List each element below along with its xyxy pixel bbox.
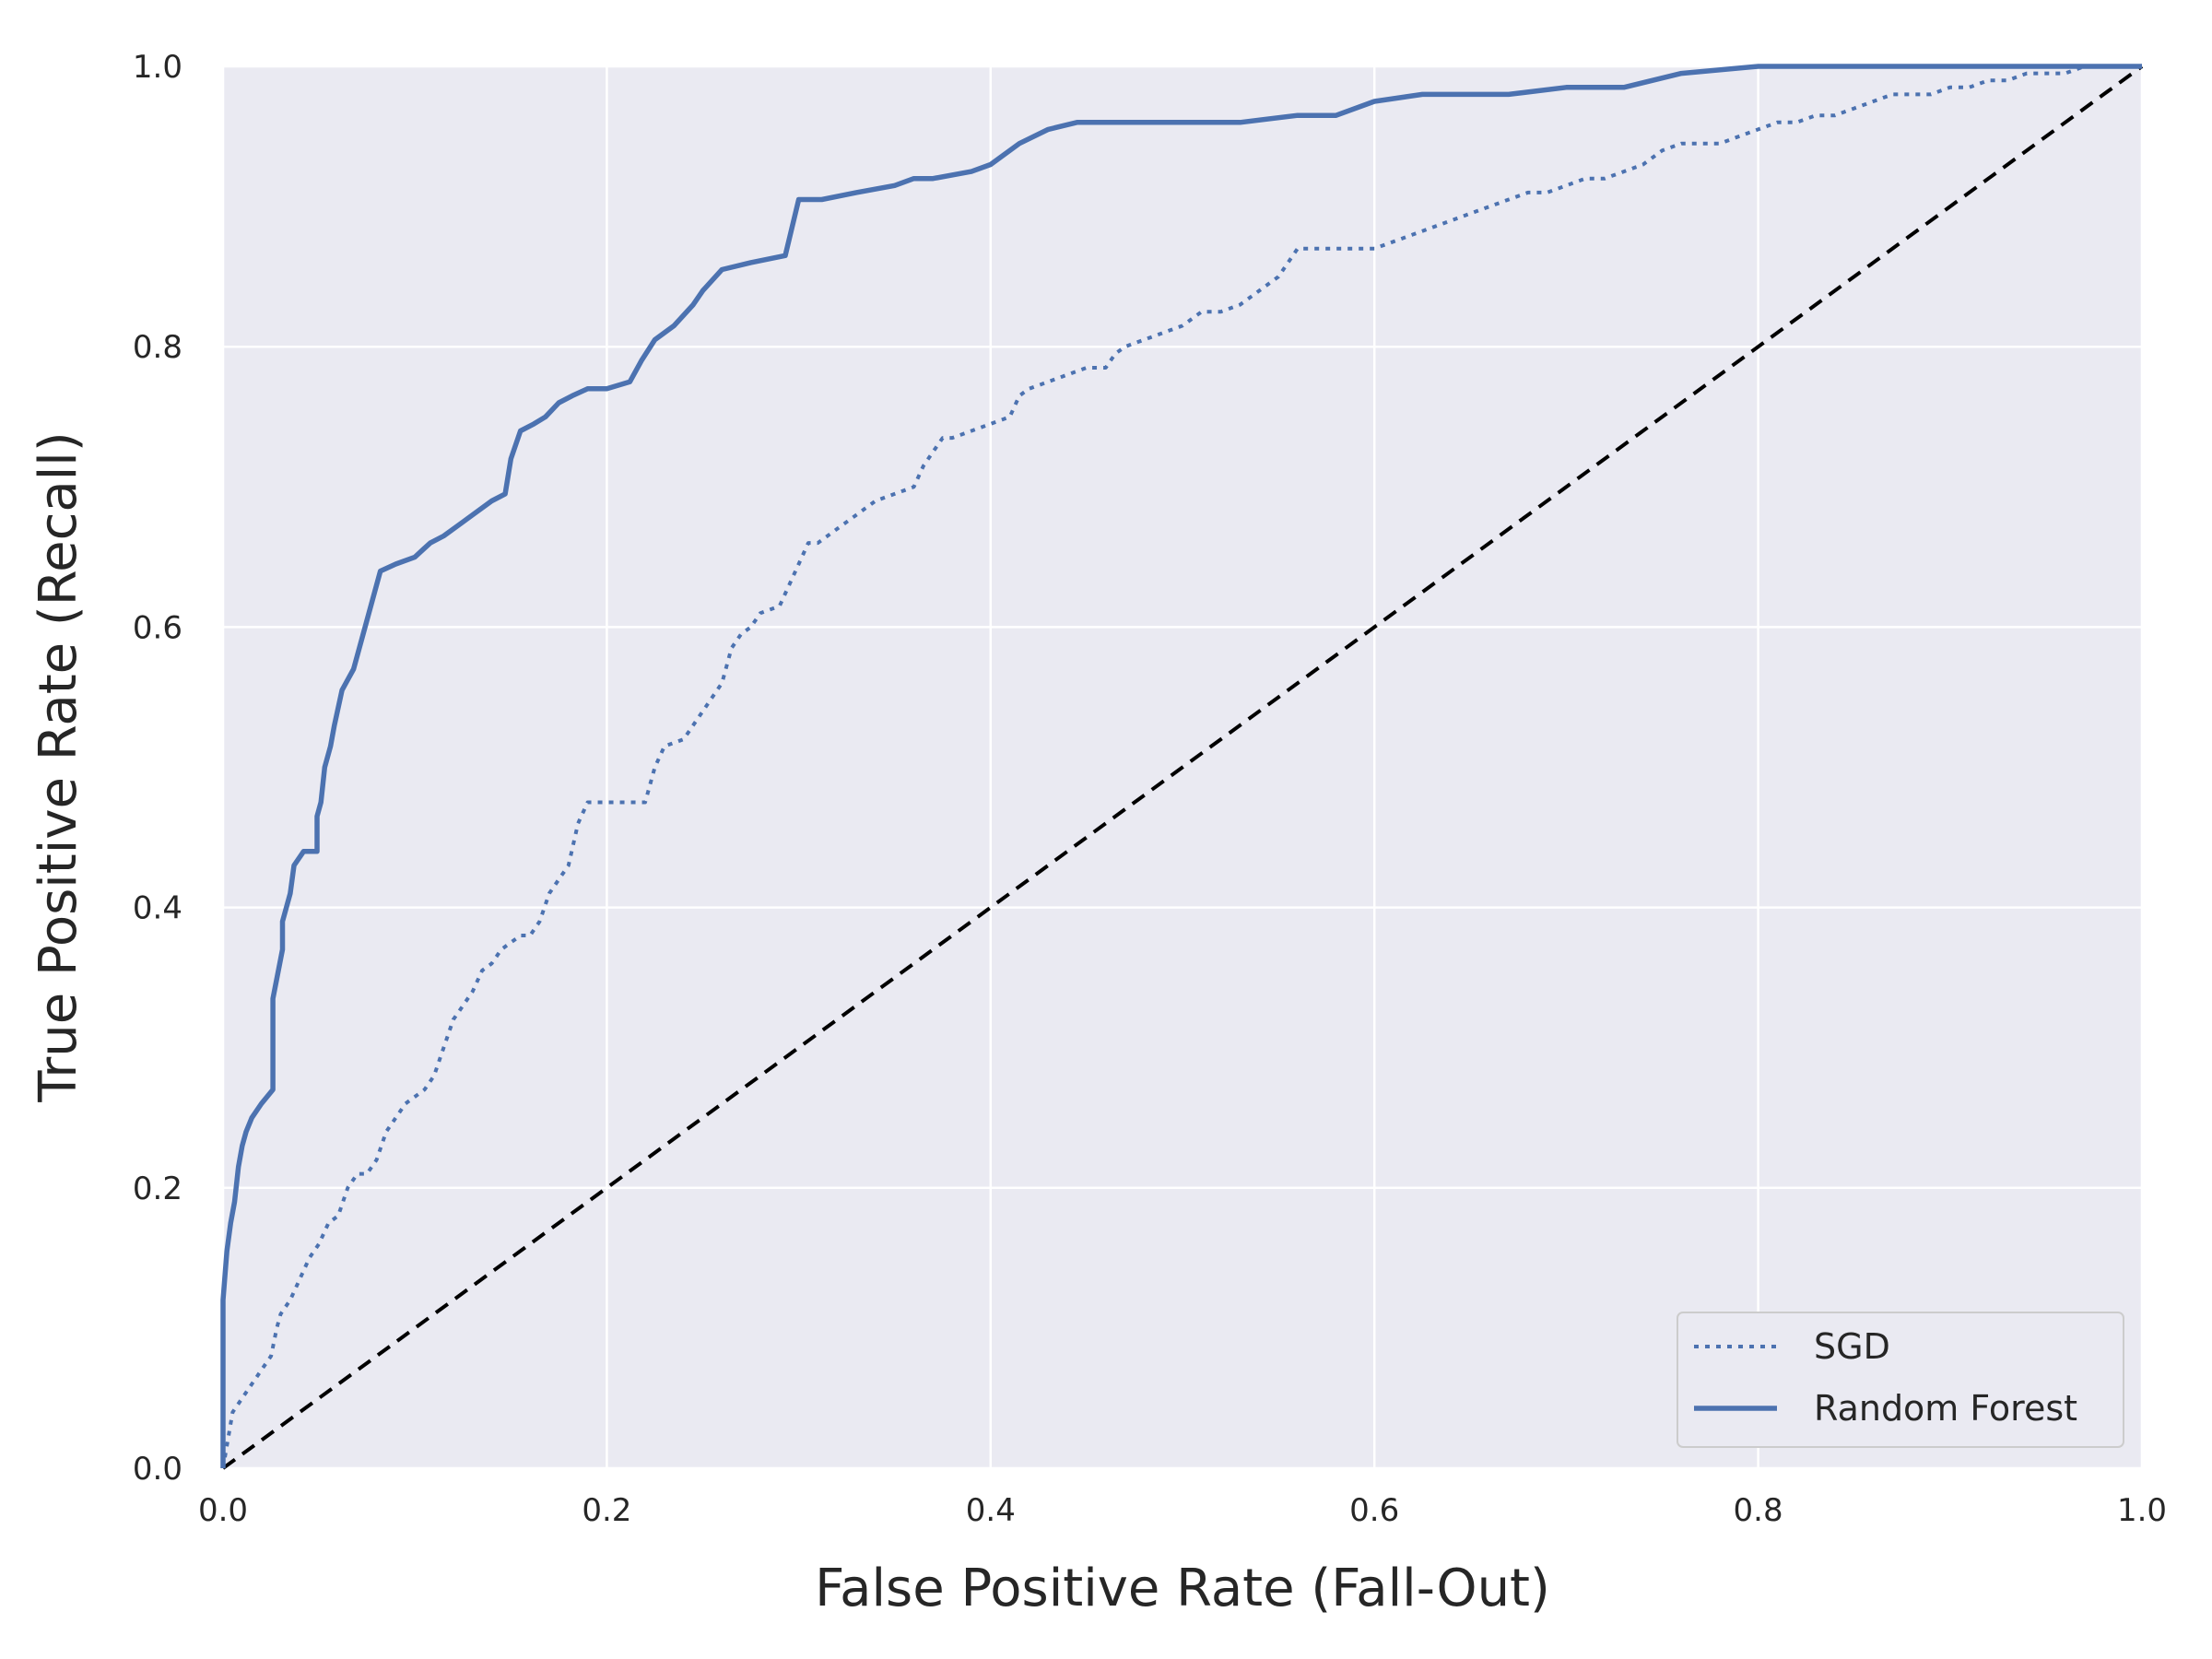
x-axis-label: False Positive Rate (Fall-Out)	[815, 1559, 1550, 1618]
y-tick-label: 0.8	[133, 329, 182, 366]
x-tick-label: 0.6	[1349, 1492, 1399, 1529]
reference-diagonal-line	[221, 65, 2144, 1470]
x-axis-ticks: 0.0 0.2 0.4 0.6 0.8 1.0	[198, 1492, 2167, 1529]
x-tick-label: 0.0	[198, 1492, 248, 1529]
x-tick-label: 1.0	[2117, 1492, 2167, 1529]
x-tick-label: 0.8	[1734, 1492, 1783, 1529]
y-axis-label: True Positive Rate (Recall)	[29, 431, 88, 1102]
x-tick-label: 0.2	[582, 1492, 631, 1529]
y-tick-label: 0.0	[133, 1451, 182, 1488]
y-tick-label: 1.0	[133, 49, 182, 86]
y-tick-label: 0.6	[133, 609, 182, 646]
grid-lines	[221, 65, 2144, 1470]
series-layer	[220, 64, 2144, 1470]
legend-label-random-forest: Random Forest	[1814, 1388, 2077, 1429]
x-tick-label: 0.4	[966, 1492, 1016, 1529]
series-line-random-forest	[220, 64, 2142, 1468]
y-tick-label: 0.2	[133, 1171, 182, 1207]
legend-label-sgd: SGD	[1814, 1326, 1890, 1367]
legend-box	[1677, 1312, 2124, 1448]
legend: SGD Random Forest	[1677, 1312, 2124, 1448]
y-axis-ticks: 0.0 0.2 0.4 0.6 0.8 1.0	[133, 49, 182, 1488]
series-line-sgd	[221, 65, 2142, 1469]
y-tick-label: 0.4	[133, 890, 182, 927]
